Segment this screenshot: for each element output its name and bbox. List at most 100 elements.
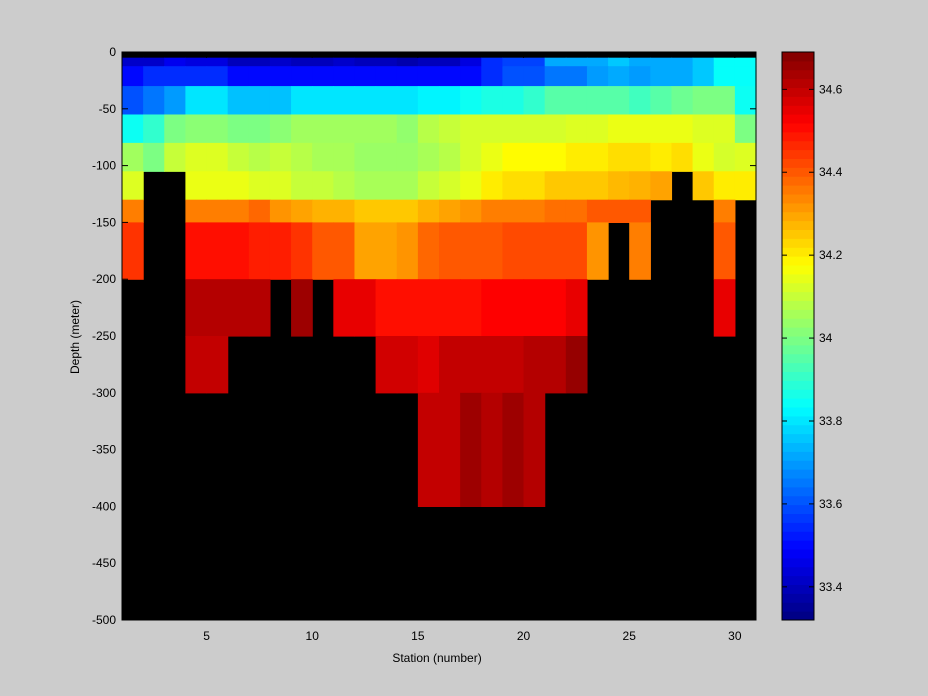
heatmap-cell — [312, 66, 334, 87]
colorbar-band — [782, 522, 814, 532]
heatmap-cell — [713, 279, 736, 337]
heatmap-cell — [439, 57, 461, 67]
heatmap-cell — [481, 142, 503, 172]
heatmap-cell — [143, 142, 165, 172]
y-axis: 0 -50 -100 -150 -200 -250 -300 -350 -400 -450 -500 — [92, 45, 756, 627]
heatmap-cell — [143, 57, 165, 67]
heatmap-cell — [333, 171, 356, 201]
colorbar-band — [782, 69, 814, 80]
heatmap-cell — [460, 222, 482, 280]
heatmap-cell — [734, 142, 757, 172]
x-tick-label: 30 — [728, 629, 742, 643]
colorbar-band — [782, 265, 814, 275]
heatmap-cell — [396, 142, 419, 172]
heatmap-cell — [185, 171, 208, 201]
x-tick-label: 25 — [623, 629, 637, 643]
heatmap-cell — [523, 279, 546, 337]
heatmap-cell — [713, 199, 736, 223]
heatmap-cell — [544, 142, 567, 172]
y-tick-label: -100 — [92, 159, 116, 173]
heatmap-cell — [396, 199, 419, 223]
y-axis-label: Depth (meter) — [68, 300, 82, 374]
y-tick-label: 0 — [109, 45, 116, 59]
heatmap-cell — [333, 222, 356, 280]
heatmap-cell — [544, 171, 567, 201]
heatmap-cell — [396, 57, 419, 67]
heatmap-cell — [375, 171, 398, 201]
heatmap-cell — [291, 86, 313, 116]
heatmap-cell — [396, 336, 419, 394]
heatmap-cell — [269, 222, 292, 280]
heatmap-cell — [460, 66, 482, 87]
heatmap-cell — [629, 222, 651, 280]
heatmap-cell — [248, 222, 271, 280]
heatmap-cell — [333, 57, 356, 67]
heatmap-cell — [608, 66, 630, 87]
heatmap-cell — [417, 142, 440, 172]
heatmap-cell — [333, 66, 356, 87]
heatmap-cell — [269, 142, 292, 172]
colorbar-band — [782, 256, 814, 266]
colorbar-band — [782, 513, 814, 523]
heatmap-cell — [544, 336, 567, 394]
heatmap-cell — [185, 114, 208, 144]
colorbar-band — [782, 415, 814, 426]
heatmap-cell — [481, 392, 503, 507]
heatmap-cell — [248, 114, 271, 144]
colorbar-band — [782, 300, 814, 310]
heatmap-cell — [417, 222, 440, 280]
plot-area — [121, 51, 757, 621]
y-tick-label: -300 — [92, 386, 116, 400]
heatmap-cell — [439, 392, 461, 507]
heatmap-cell — [650, 57, 673, 67]
heatmap-cell — [692, 171, 715, 201]
heatmap-cell — [269, 86, 292, 116]
heatmap-cell — [650, 142, 673, 172]
heatmap-cell — [713, 66, 736, 87]
heatmap-cell — [227, 199, 250, 223]
heatmap-cell — [460, 171, 482, 201]
y-tick-label: -450 — [92, 556, 116, 570]
heatmap-cell — [608, 142, 630, 172]
heatmap-cell — [269, 66, 292, 87]
heatmap-cell — [671, 66, 694, 87]
heatmap-cell — [439, 86, 461, 116]
heatmap-cell — [396, 114, 419, 144]
heatmap-cell — [460, 199, 482, 223]
heatmap-cell — [460, 392, 482, 507]
colorbar-band — [782, 123, 814, 133]
x-axis-label: Station (number) — [392, 651, 481, 665]
heatmap-cell — [291, 171, 313, 201]
heatmap-cell — [565, 114, 588, 144]
heatmap-cell — [312, 86, 334, 116]
heatmap-cell — [481, 114, 503, 144]
heatmap-cell — [354, 142, 377, 172]
y-tick-label: -400 — [92, 499, 116, 513]
colorbar-band — [782, 371, 814, 381]
heatmap-cell — [650, 86, 673, 116]
heatmap-cell — [713, 171, 736, 201]
heatmap-cell — [502, 171, 525, 201]
heatmap-cell — [206, 199, 229, 223]
heatmap-cell — [502, 114, 525, 144]
heatmap-cell — [396, 279, 419, 337]
heatmap-cell — [291, 66, 313, 87]
heatmap-cell — [354, 114, 377, 144]
heatmap-cell — [354, 279, 377, 337]
colorbar-tick-label: 34 — [819, 331, 833, 345]
heatmap-cell — [544, 199, 567, 223]
heatmap-cell — [248, 142, 271, 172]
colorbar-band — [782, 185, 814, 195]
heatmap-cell — [692, 57, 715, 67]
colorbar-band — [782, 238, 814, 248]
colorbar-tick-label: 33.8 — [819, 414, 843, 428]
heatmap-cell — [122, 114, 144, 144]
heatmap-cell — [312, 171, 334, 201]
heatmap-cell — [502, 66, 525, 87]
heatmap-cell — [248, 86, 271, 116]
heatmap-cell — [650, 171, 673, 201]
heatmap-cell — [692, 86, 715, 116]
heatmap-cell — [608, 86, 630, 116]
heatmap-cell — [164, 114, 186, 144]
colorbar-band — [782, 424, 814, 435]
